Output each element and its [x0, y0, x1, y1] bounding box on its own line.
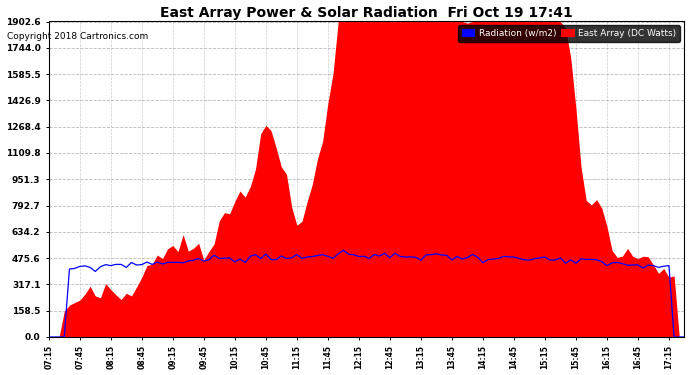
Title: East Array Power & Solar Radiation  Fri Oct 19 17:41: East Array Power & Solar Radiation Fri O…	[160, 6, 573, 20]
Legend: Radiation (w/m2), East Array (DC Watts): Radiation (w/m2), East Array (DC Watts)	[458, 25, 680, 42]
Text: Copyright 2018 Cartronics.com: Copyright 2018 Cartronics.com	[7, 32, 148, 41]
